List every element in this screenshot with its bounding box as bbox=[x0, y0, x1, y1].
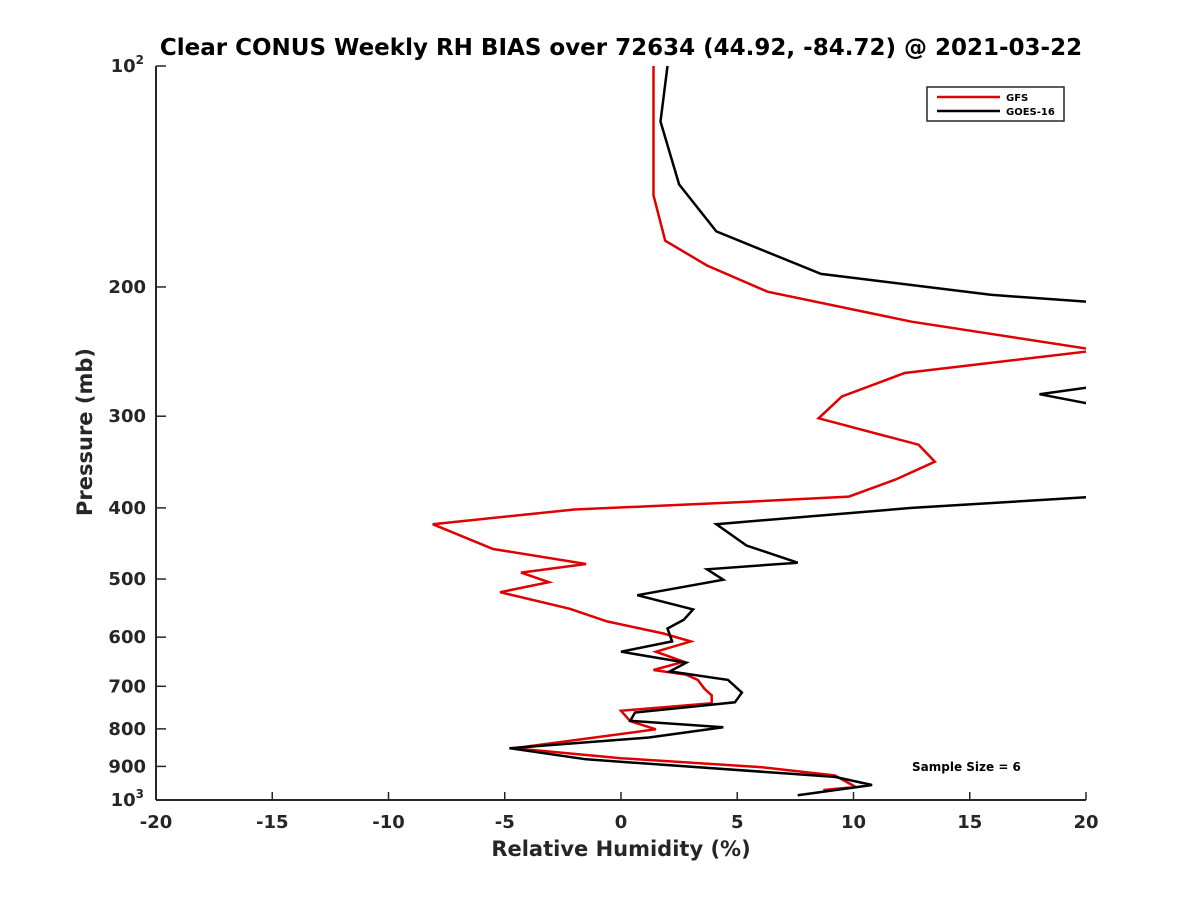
legend: GFS GOES-16 bbox=[926, 86, 1065, 122]
x-axis-label: Relative Humidity (%) bbox=[491, 837, 750, 861]
series-line-goes16 bbox=[509, 66, 1086, 797]
x-tick-label: 20 bbox=[1073, 812, 1098, 833]
x-axis: -20 -15 -10 -5 0 5 10 15 20 bbox=[140, 792, 1099, 833]
legend-box bbox=[926, 86, 1065, 122]
y-tick-label: 300 bbox=[108, 406, 146, 427]
y-tick-label: 400 bbox=[108, 498, 146, 519]
x-tick-label: -10 bbox=[372, 812, 405, 833]
x-tick-label: 0 bbox=[615, 812, 628, 833]
sample-size-annotation: Sample Size = 6 bbox=[912, 760, 1021, 774]
x-tick-label: 10 bbox=[841, 812, 866, 833]
y-axis: 200 300 400 500 600 700 800 900 102 103 bbox=[108, 53, 166, 811]
legend-label-gfs: GFS bbox=[1006, 93, 1028, 104]
y-axis-label: Pressure (mb) bbox=[73, 348, 97, 516]
x-tick-label: 15 bbox=[957, 812, 982, 833]
x-tick-label: -20 bbox=[140, 812, 173, 833]
y-tick-label: 700 bbox=[108, 676, 146, 697]
series-line-gfs bbox=[432, 66, 1086, 792]
x-tick-label: 5 bbox=[731, 812, 744, 833]
chart-title: Clear CONUS Weekly RH BIAS over 72634 (4… bbox=[160, 35, 1082, 61]
plot-area bbox=[155, 66, 1086, 801]
y-tick-label: 600 bbox=[108, 627, 146, 648]
y-tick-label: 900 bbox=[108, 756, 146, 777]
y-tick-label: 102 bbox=[111, 53, 144, 77]
y-tick-label: 500 bbox=[108, 569, 146, 590]
legend-label-goes16: GOES-16 bbox=[1006, 107, 1055, 118]
y-tick-label: 200 bbox=[108, 277, 146, 298]
y-tick-label: 103 bbox=[111, 787, 144, 811]
series-layer bbox=[432, 66, 1086, 797]
y-tick-label: 800 bbox=[108, 719, 146, 740]
x-tick-label: -5 bbox=[495, 812, 515, 833]
x-tick-label: -15 bbox=[256, 812, 289, 833]
